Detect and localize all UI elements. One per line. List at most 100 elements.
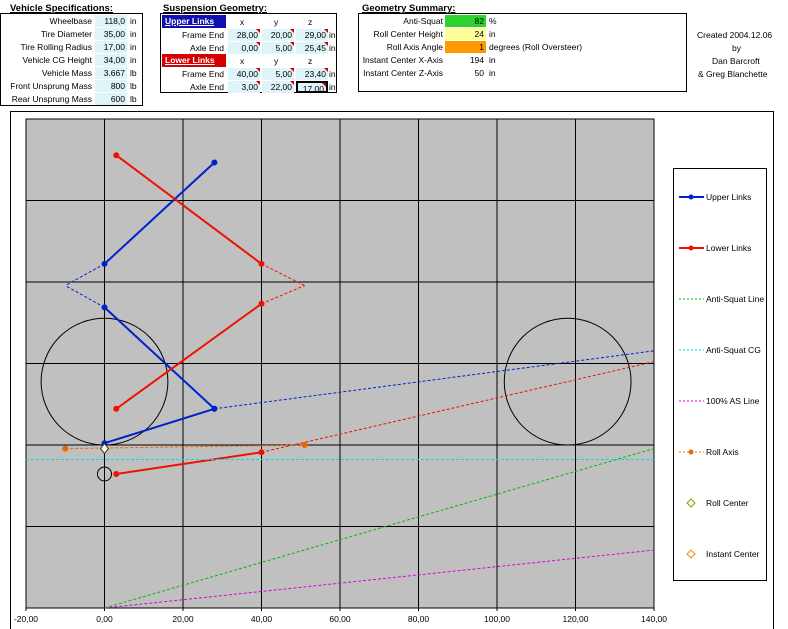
lower-links-header: Lower Links xyxy=(162,54,226,67)
summary-value: 50 xyxy=(474,68,484,78)
legend-label: 100% AS Line xyxy=(706,396,760,406)
series-point xyxy=(211,159,218,166)
coordinate-input[interactable]: 17,00 xyxy=(296,81,328,94)
link-unit: in xyxy=(329,43,336,53)
legend-swatch xyxy=(679,298,704,300)
link-unit: in xyxy=(329,82,336,92)
coordinate-input[interactable]: 29,00 xyxy=(296,29,328,41)
axis-column-header: x xyxy=(240,17,245,27)
vehicle-spec-value[interactable]: 118,0 xyxy=(95,15,127,27)
vehicle-spec-value[interactable]: 34,00 xyxy=(95,54,127,66)
link-projection-line xyxy=(261,263,305,287)
series-point xyxy=(211,405,218,412)
legend-label: Roll Center xyxy=(706,498,749,508)
x-tick-label: 80,00 xyxy=(408,614,430,624)
summary-label: Anti-Squat xyxy=(403,16,443,26)
coordinate-input[interactable]: 3,00 xyxy=(228,81,260,93)
legend-item: Lower Links xyxy=(674,241,766,255)
series-line xyxy=(103,306,216,410)
legend-swatch xyxy=(679,194,704,200)
coordinate-input[interactable]: 0,00 xyxy=(228,42,260,54)
legend-swatch-dot xyxy=(688,449,694,455)
legend-swatch xyxy=(679,449,704,455)
vehicle-spec-value[interactable]: 600 xyxy=(95,93,127,105)
summary-label: Instant Center Z-Axis xyxy=(363,68,443,78)
coordinate-input[interactable]: 20,00 xyxy=(262,29,294,41)
link-unit: in xyxy=(329,30,336,40)
coordinate-input[interactable]: 25,45 xyxy=(296,42,328,54)
summary-label: Roll Axis Angle xyxy=(386,42,443,52)
geometry-summary-border xyxy=(358,13,687,92)
axis-column-header: x xyxy=(240,56,245,66)
credits-created: Created 2004.12.06 xyxy=(697,30,773,40)
summary-unit: in xyxy=(489,55,496,65)
legend-swatch xyxy=(679,400,704,402)
vehicle-spec-label: Vehicle CG Height xyxy=(22,55,92,65)
series-point xyxy=(113,152,120,159)
x-tick-label: 60,00 xyxy=(329,614,351,624)
series-line xyxy=(104,549,655,609)
legend-swatch-diamond xyxy=(686,498,696,508)
suspension-geometry-title: Suspension Geometry: xyxy=(163,3,267,14)
x-tick-label: 40,00 xyxy=(251,614,273,624)
coordinate-input[interactable]: 22,00 xyxy=(262,81,294,93)
link-projection-line xyxy=(65,263,105,287)
coordinate-input[interactable]: 5,00 xyxy=(262,68,294,80)
series-point xyxy=(101,304,108,311)
credits-author1: Dan Barcroft xyxy=(712,56,760,66)
link-unit: in xyxy=(329,69,336,79)
vehicle-spec-value[interactable]: 17,00 xyxy=(95,41,127,53)
series-line xyxy=(103,161,216,265)
vehicle-spec-unit: in xyxy=(130,55,137,65)
vehicle-spec-label: Front Unsprung Mass xyxy=(10,81,92,91)
summary-unit: in xyxy=(489,29,496,39)
link-projection-line xyxy=(214,350,655,410)
vehicle-spec-unit: lb xyxy=(130,81,137,91)
axis-column-header: y xyxy=(274,56,279,66)
axle-hub xyxy=(97,466,112,482)
legend-item: Anti-Squat CG xyxy=(674,343,766,357)
axis-column-header: z xyxy=(308,56,313,66)
x-tick-label: -20,00 xyxy=(14,614,38,624)
x-tick-label: 20,00 xyxy=(172,614,194,624)
link-end-label: Frame End xyxy=(181,69,224,79)
coordinate-input[interactable]: 28,00 xyxy=(228,29,260,41)
summary-unit: in xyxy=(489,68,496,78)
legend-swatch-dot xyxy=(688,194,694,200)
coordinate-input[interactable]: 40,00 xyxy=(228,68,260,80)
legend-label: Instant Center xyxy=(706,549,760,559)
axis-column-header: z xyxy=(308,17,313,27)
series-point xyxy=(258,300,265,307)
coordinate-input[interactable]: 23,40 xyxy=(296,68,328,80)
vehicle-spec-value[interactable]: 35,00 xyxy=(95,28,127,40)
vehicle-spec-value[interactable]: 3.667 xyxy=(95,67,127,79)
x-tick-label: 120,00 xyxy=(563,614,589,624)
summary-value: 82 xyxy=(445,15,486,27)
series-point xyxy=(113,405,120,412)
series-point xyxy=(301,442,308,448)
vehicle-spec-label: Wheelbase xyxy=(49,16,92,26)
legend-item: Upper Links xyxy=(674,190,766,204)
series-line xyxy=(104,407,215,445)
series-point xyxy=(258,449,265,456)
link-projection-line xyxy=(261,361,655,453)
summary-label: Roll Center Height xyxy=(373,29,443,39)
wheel-circle xyxy=(503,317,632,446)
summary-unit: degrees (Roll Oversteer) xyxy=(489,42,583,52)
legend-label: Upper Links xyxy=(706,192,752,202)
vehicle-spec-unit: in xyxy=(130,16,137,26)
series-point xyxy=(113,470,120,477)
vehicle-spec-unit: in xyxy=(130,42,137,52)
vehicle-spec-label: Vehicle Mass xyxy=(41,68,92,78)
link-end-label: Frame End xyxy=(181,30,224,40)
vehicle-spec-label: Tire Diameter xyxy=(40,29,92,39)
axis-column-header: y xyxy=(274,17,279,27)
coordinate-input[interactable]: 5,00 xyxy=(262,42,294,54)
credits-author2: & Greg Blanchette xyxy=(698,69,768,79)
summary-value: 1 xyxy=(445,41,486,53)
x-tick-label: 140,00 xyxy=(641,614,667,624)
legend-label: Anti-Squat Line xyxy=(706,294,765,304)
vehicle-spec-value[interactable]: 800 xyxy=(95,80,127,92)
roll-center-marker xyxy=(99,442,110,455)
